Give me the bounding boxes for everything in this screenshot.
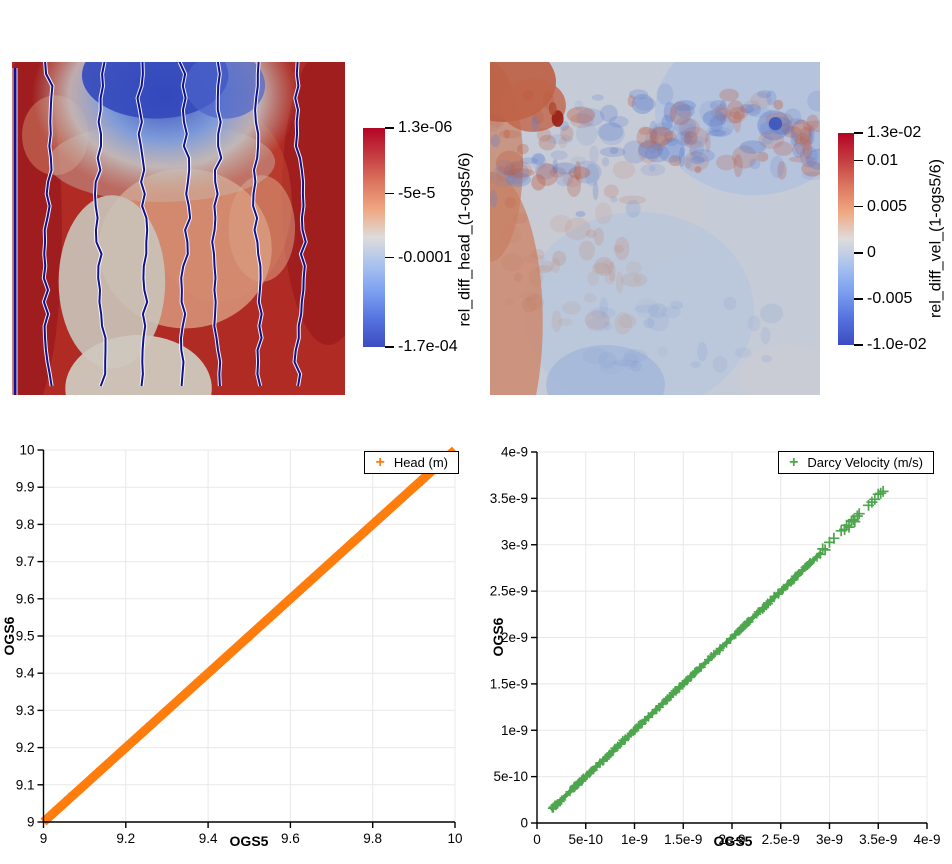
velocity-colorbar-gradient	[838, 133, 854, 345]
y-tick-label: 2.5e-9	[490, 584, 528, 599]
x-tick-label: 1.5e-9	[664, 832, 702, 847]
colorbar-tick	[385, 127, 394, 129]
y-tick-label: 9.4	[16, 666, 35, 681]
y-tick-label: 10	[19, 443, 34, 458]
colorbar-tick-label: 0.005	[867, 197, 908, 215]
y-tick-label: 9.6	[16, 591, 35, 606]
y-tick-label: 3.5e-9	[490, 491, 528, 506]
head-legend: + Head (m)	[364, 451, 459, 474]
x-tick-label: 5e-10	[568, 832, 603, 847]
velocity-colorbar-title: rel_diff_vel_(1-ogs5/6)	[927, 159, 945, 318]
x-tick-label: 4e-9	[913, 832, 940, 847]
colorbar-tick-label: -5e-5	[398, 184, 436, 202]
plus-marker-icon: +	[789, 453, 799, 471]
head-scatter-plot: 9 9.2 9.4 9.6 9.8 10 9 9.1 9.2 9.3 9.4 9.5 9.6 9.7 9.8…	[1, 443, 463, 850]
colorbar-tick-label: -0.0001	[398, 248, 453, 266]
x-tick-label: 2e-9	[718, 832, 745, 847]
y-tick-label: 9.5	[16, 629, 35, 644]
colorbar-tick	[854, 132, 863, 134]
colorbar-tick-label: 0	[867, 243, 876, 261]
head-colorbar-gradient	[363, 128, 385, 347]
x-tick-label: 9	[40, 831, 48, 846]
colorbar-tick-label: -1.7e-04	[398, 338, 458, 355]
y-tick-label: 1.5e-9	[490, 676, 528, 691]
head-diff-heatmap	[12, 62, 345, 395]
y-tick-label: 1e-9	[501, 723, 528, 738]
plus-marker-icon: +	[375, 453, 385, 471]
colorbar-tick	[385, 192, 394, 195]
y-tick-label: 9.1	[16, 777, 35, 792]
x-tick-label: 0	[533, 832, 541, 847]
colorbar-tick-label: -1.0e-02	[867, 336, 927, 353]
y-tick-label: 9.9	[16, 480, 35, 495]
colorbar-tick	[854, 252, 863, 254]
velocity-diff-heatmap	[490, 62, 820, 395]
colorbar-tick	[854, 205, 863, 208]
y-tick-label: 3e-9	[501, 537, 528, 552]
y-tick-label: 0	[520, 816, 528, 831]
colorbar-tick-label: 1.3e-06	[398, 119, 453, 136]
y-tick-label: 9.2	[16, 740, 35, 755]
tick-labels: 9 9.2 9.4 9.6 9.8 10 9 9.1 9.2 9.3 9.4 9.5 9.6 9.7 9.8…	[16, 443, 463, 847]
y-axis-label: OGS6	[1, 616, 17, 655]
velocity-field-blobs	[490, 62, 820, 395]
x-axis-label: OGS5	[714, 833, 753, 849]
x-tick-label: 9.6	[281, 831, 300, 846]
y-tick-label: 9	[27, 815, 35, 830]
x-tick-label: 1e-9	[621, 832, 648, 847]
x-tick-label: 2.5e-9	[762, 832, 800, 847]
scatter-points	[40, 446, 459, 826]
colorbar-tick-label: -0.005	[867, 289, 913, 307]
velocity-legend-label: Darcy Velocity (m/s)	[807, 455, 923, 470]
y-tick-label: 9.7	[16, 554, 35, 569]
x-tick-label: 9.8	[363, 831, 382, 846]
head-colorbar-title: rel_diff_head_(1-ogs5/6)	[456, 152, 474, 327]
y-axis-label: OGS6	[490, 617, 506, 656]
colorbar-tick	[854, 344, 863, 346]
x-tick-label: 10	[447, 831, 462, 846]
y-tick-label: 4e-9	[501, 445, 528, 460]
scatter-points	[547, 485, 889, 813]
x-tick-label: 3.5e-9	[859, 832, 897, 847]
colorbar-tick	[385, 256, 394, 259]
y-tick-label: 9.3	[16, 703, 35, 718]
head-legend-label: Head (m)	[393, 455, 448, 470]
colorbar-tick-label: 1.3e-02	[867, 124, 922, 141]
colorbar-tick	[385, 346, 394, 348]
velocity-scatter-plot: 0 5e-10 1e-9 1.5e-9 2e-9 2.5e-9 3e-9 3.5e-9 4e-9…	[490, 445, 941, 850]
colorbar-tick	[854, 298, 863, 300]
x-axis-label: OGS5	[230, 833, 269, 849]
colorbar-tick-label: 0.01	[867, 151, 899, 169]
x-tick-label: 9.4	[199, 831, 218, 846]
tick-labels: 0 5e-10 1e-9 1.5e-9 2e-9 2.5e-9 3e-9 3.5e-9 4e-9…	[490, 445, 941, 848]
y-tick-label: 2e-9	[501, 630, 528, 645]
colorbar-tick	[854, 159, 863, 162]
head-contour-lines	[12, 62, 308, 395]
velocity-legend: + Darcy Velocity (m/s)	[778, 451, 934, 474]
y-tick-label: 9.8	[16, 517, 35, 532]
x-tick-label: 9.2	[116, 831, 135, 846]
x-tick-label: 3e-9	[816, 832, 843, 847]
y-tick-label: 5e-10	[493, 769, 528, 784]
